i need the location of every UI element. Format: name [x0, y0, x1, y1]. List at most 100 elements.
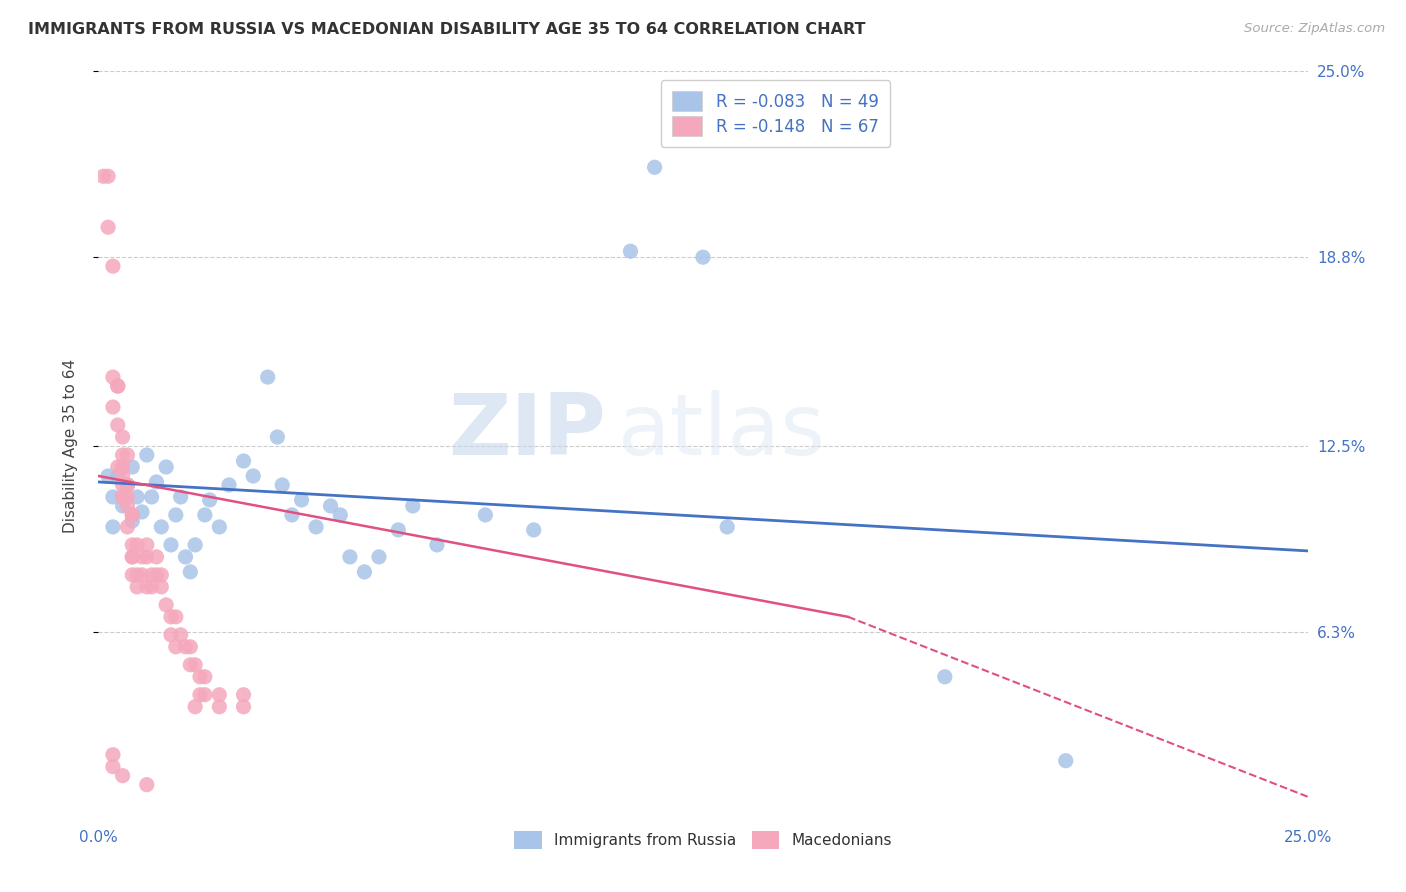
Point	[111, 469, 134, 483]
Point	[194, 688, 217, 702]
Point	[271, 478, 294, 492]
Point	[111, 490, 134, 504]
Point	[101, 490, 124, 504]
Point	[121, 460, 143, 475]
Point	[329, 508, 352, 522]
Point	[266, 430, 288, 444]
Point	[117, 478, 139, 492]
Point	[232, 688, 254, 702]
Point	[208, 688, 231, 702]
Point	[117, 448, 139, 462]
Point	[174, 640, 197, 654]
Point	[619, 244, 641, 259]
Point	[194, 508, 217, 522]
Point	[135, 538, 157, 552]
Point	[150, 520, 173, 534]
Point	[387, 523, 409, 537]
Point	[135, 549, 157, 564]
Point	[319, 499, 342, 513]
Point	[160, 538, 183, 552]
Point	[127, 580, 149, 594]
Point	[934, 670, 956, 684]
Point	[101, 259, 124, 273]
Point	[353, 565, 375, 579]
Point	[141, 567, 163, 582]
Point	[111, 769, 134, 783]
Point	[179, 657, 201, 672]
Point	[111, 499, 134, 513]
Point	[218, 478, 240, 492]
Point	[111, 460, 134, 475]
Point	[165, 610, 187, 624]
Point	[188, 670, 211, 684]
Point	[208, 699, 231, 714]
Point	[169, 628, 191, 642]
Point	[305, 520, 328, 534]
Point	[101, 520, 124, 534]
Point	[692, 250, 714, 264]
Text: IMMIGRANTS FROM RUSSIA VS MACEDONIAN DISABILITY AGE 35 TO 64 CORRELATION CHART: IMMIGRANTS FROM RUSSIA VS MACEDONIAN DIS…	[28, 22, 866, 37]
Point	[121, 514, 143, 528]
Point	[111, 490, 134, 504]
Point	[145, 567, 167, 582]
Point	[232, 699, 254, 714]
Point	[523, 523, 546, 537]
Point	[135, 580, 157, 594]
Point	[131, 567, 153, 582]
Point	[179, 565, 201, 579]
Point	[716, 520, 738, 534]
Point	[111, 460, 134, 475]
Point	[111, 448, 134, 462]
Point	[117, 490, 139, 504]
Point	[368, 549, 391, 564]
Point	[127, 538, 149, 552]
Point	[141, 490, 163, 504]
Point	[188, 688, 211, 702]
Point	[131, 505, 153, 519]
Point	[91, 169, 114, 184]
Point	[135, 448, 157, 462]
Point	[165, 640, 187, 654]
Point	[107, 417, 129, 432]
Point	[160, 628, 183, 642]
Point	[101, 747, 124, 762]
Point	[111, 478, 134, 492]
Point	[141, 580, 163, 594]
Text: atlas: atlas	[619, 390, 827, 473]
Point	[1054, 754, 1077, 768]
Point	[97, 469, 120, 483]
Point	[474, 508, 496, 522]
Point	[127, 490, 149, 504]
Point	[402, 499, 425, 513]
Point	[165, 508, 187, 522]
Point	[117, 499, 139, 513]
Point	[107, 469, 129, 483]
Point	[145, 475, 167, 489]
Point	[256, 370, 278, 384]
Point	[121, 508, 143, 522]
Point	[155, 460, 177, 475]
Point	[111, 430, 134, 444]
Point	[242, 469, 264, 483]
Point	[135, 778, 157, 792]
Point	[117, 478, 139, 492]
Point	[131, 549, 153, 564]
Point	[121, 549, 143, 564]
Point	[184, 538, 207, 552]
Point	[121, 549, 143, 564]
Point	[184, 699, 207, 714]
Point	[107, 379, 129, 393]
Legend: Immigrants from Russia, Macedonians: Immigrants from Russia, Macedonians	[505, 822, 901, 858]
Point	[97, 169, 120, 184]
Point	[232, 454, 254, 468]
Point	[101, 400, 124, 414]
Y-axis label: Disability Age 35 to 64: Disability Age 35 to 64	[63, 359, 77, 533]
Point	[208, 520, 231, 534]
Point	[127, 567, 149, 582]
Point	[117, 478, 139, 492]
Point	[194, 670, 217, 684]
Point	[339, 549, 361, 564]
Text: Source: ZipAtlas.com: Source: ZipAtlas.com	[1244, 22, 1385, 36]
Point	[107, 379, 129, 393]
Point	[150, 580, 173, 594]
